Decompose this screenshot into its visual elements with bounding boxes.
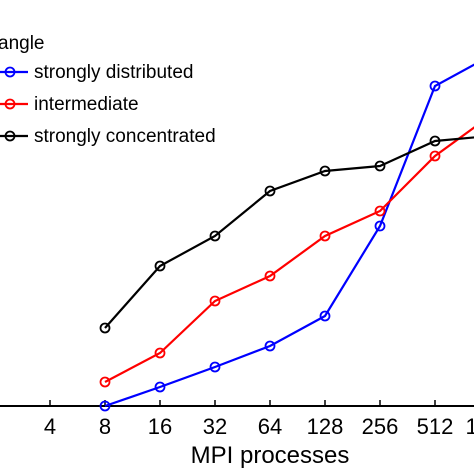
series-point — [374, 160, 386, 172]
x-tick-label: 32 — [203, 414, 227, 439]
series-point — [209, 295, 221, 307]
series-point — [429, 150, 441, 162]
series-point — [99, 376, 111, 388]
series-point — [429, 135, 441, 147]
series-point — [374, 220, 386, 232]
series-point — [99, 322, 111, 334]
series-point — [319, 165, 331, 177]
series-point — [319, 310, 331, 322]
legend-swatch-marker — [4, 130, 16, 142]
x-tick-label: 64 — [258, 414, 282, 439]
series-point — [264, 185, 276, 197]
series-point — [99, 400, 111, 412]
series-layer — [99, 63, 474, 412]
series-point — [319, 230, 331, 242]
series-line — [104, 126, 474, 383]
legend-title: angle — [0, 33, 45, 54]
axes — [0, 400, 474, 407]
series-point — [154, 347, 166, 359]
x-axis-title: MPI processes — [191, 442, 350, 469]
series-point — [264, 340, 276, 352]
x-tick-label: 1024 — [466, 414, 474, 439]
series-point — [154, 381, 166, 393]
legend-label: strongly distributed — [34, 62, 193, 83]
legend-label: strongly concentrated — [34, 126, 216, 147]
x-tick-label: 128 — [307, 414, 344, 439]
series-point — [154, 260, 166, 272]
legend-label: intermediate — [34, 94, 139, 115]
x-tick-label: 256 — [362, 414, 399, 439]
series-line — [104, 63, 474, 408]
series-point — [374, 205, 386, 217]
x-tick-labels: 4 8 16 32 64 128 256 512 1024 — [44, 414, 474, 439]
legend-swatch-marker — [4, 98, 16, 110]
x-tick-label: 16 — [148, 414, 172, 439]
series-point — [209, 361, 221, 373]
series-line — [104, 136, 474, 329]
legend: angle strongly distributed intermediate st… — [0, 33, 216, 147]
series-point — [264, 270, 276, 282]
x-tick-label: 512 — [417, 414, 454, 439]
x-tick-label: 8 — [99, 414, 111, 439]
legend-swatch-marker — [4, 66, 16, 78]
series-point — [429, 80, 441, 92]
series-point — [209, 230, 221, 242]
x-tick-label: 4 — [44, 414, 56, 439]
